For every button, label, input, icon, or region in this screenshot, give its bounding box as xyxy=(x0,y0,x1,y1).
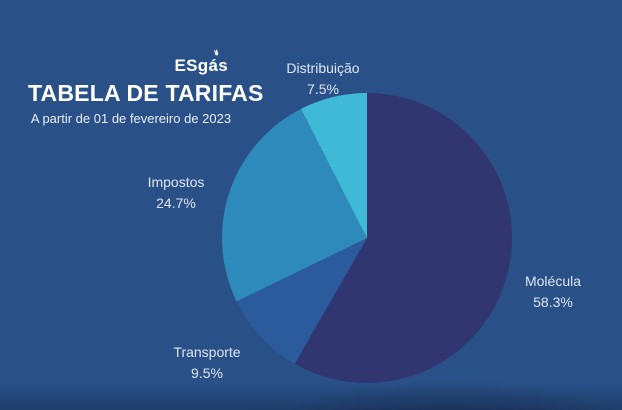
slice-label-transporte-pct: 9.5% xyxy=(191,365,223,381)
esgas-logo-text: ESgás xyxy=(174,56,228,75)
flame-icon xyxy=(213,49,219,56)
page-subtitle: A partir de 01 de fevereiro de 2023 xyxy=(30,111,232,126)
slice-label-impostos-name: Impostos xyxy=(147,174,205,190)
esgas-logo: ESgás xyxy=(28,49,234,76)
header: ESgás TABELA DE TARIFAS A partir de 01 d… xyxy=(28,49,264,126)
slice-label-transporte: Transporte 9.5% xyxy=(173,342,240,384)
slice-label-distribuicao-pct: 7.5% xyxy=(307,81,339,97)
slice-label-impostos-pct: 24.7% xyxy=(156,195,196,211)
slice-label-molecula-pct: 58.3% xyxy=(533,294,573,310)
slice-label-molecula-name: Molécula xyxy=(524,273,582,289)
slice-label-impostos: Impostos 24.7% xyxy=(148,172,205,214)
slice-label-distribuicao: Distribuição 7.5% xyxy=(286,58,359,100)
pie-chart xyxy=(222,93,512,383)
page-title: TABELA DE TARIFAS xyxy=(28,80,264,106)
slice-label-distribuicao-name: Distribuição xyxy=(286,60,360,76)
slice-label-transporte-name: Transporte xyxy=(173,344,241,360)
slice-label-molecula: Molécula 58.3% xyxy=(525,271,581,313)
